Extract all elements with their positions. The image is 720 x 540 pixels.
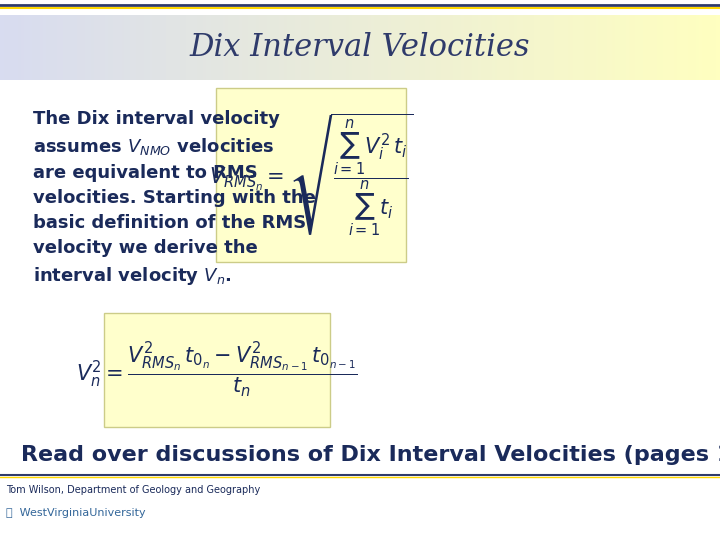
FancyBboxPatch shape	[0, 15, 217, 80]
FancyBboxPatch shape	[216, 88, 406, 262]
FancyBboxPatch shape	[104, 313, 330, 427]
Text: $V_{RMS_n} = \sqrt{\dfrac{\sum_{i=1}^{n} V_i^2\,t_i}{\sum_{i=1}^{n} t_i}}$: $V_{RMS_n} = \sqrt{\dfrac{\sum_{i=1}^{n}…	[209, 111, 413, 239]
Text: The Dix interval velocity
assumes $V_{NMO}$ velocities
are equivalent to RMS
vel: The Dix interval velocity assumes $V_{NM…	[33, 110, 316, 287]
Text: Read over discussions of Dix Interval Velocities (pages 170 -181): Read over discussions of Dix Interval Ve…	[21, 445, 720, 465]
Text: Dix Interval Velocities: Dix Interval Velocities	[190, 32, 530, 63]
Text: Tom Wilson, Department of Geology and Geography: Tom Wilson, Department of Geology and Ge…	[6, 485, 261, 495]
FancyBboxPatch shape	[217, 15, 435, 80]
Text: $V_n^2 = \dfrac{V_{RMS_n}^2\,t_{0_n} - V_{RMS_{n-1}}^2\,t_{0_{n-1}}}{t_n}$: $V_n^2 = \dfrac{V_{RMS_n}^2\,t_{0_n} - V…	[76, 341, 359, 400]
Text: 🔱  WestVirginiaUniversity: 🔱 WestVirginiaUniversity	[6, 508, 145, 518]
